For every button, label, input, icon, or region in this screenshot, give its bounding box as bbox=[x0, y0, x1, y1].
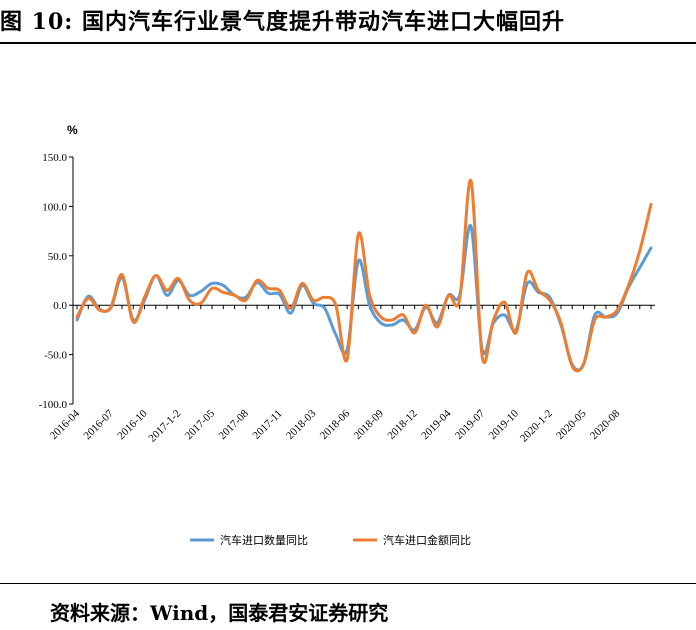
y-tick-label: 0.0 bbox=[53, 300, 67, 312]
x-tick-label: 2019-07 bbox=[453, 407, 488, 442]
x-tick-label: 2016-07 bbox=[81, 407, 116, 442]
x-tick-label: 2017-1-2 bbox=[146, 408, 183, 445]
title-rule bbox=[0, 42, 696, 44]
y-axis-unit: % bbox=[67, 123, 78, 137]
x-tick-label: 2020-1-2 bbox=[518, 408, 555, 445]
y-tick-label: 50.0 bbox=[48, 251, 68, 263]
source-note: 资料来源：Wind，国泰君安证券研究 bbox=[50, 601, 389, 625]
x-tick-label: 2017-11 bbox=[251, 408, 285, 442]
y-tick-label: -50.0 bbox=[44, 350, 67, 362]
legend-label: 汽车进口金额同比 bbox=[383, 533, 471, 547]
x-tick-label: 2017-08 bbox=[217, 407, 252, 442]
series-lines bbox=[75, 179, 653, 373]
figure-title: 图 10: 国内汽车行业景气度提升带动汽车进口大幅回升 bbox=[0, 9, 566, 35]
series-line-value bbox=[75, 179, 653, 373]
x-tick-label: 2018-09 bbox=[352, 407, 387, 442]
y-tick-label: 100.0 bbox=[42, 201, 67, 213]
y-tick-label: -100.0 bbox=[39, 399, 68, 411]
legend: 汽车进口数量同比 汽车进口金额同比 bbox=[190, 533, 471, 547]
source-rule bbox=[0, 583, 696, 584]
y-tick-label: 150.0 bbox=[42, 152, 67, 164]
x-tick-label: 2018-12 bbox=[385, 408, 419, 442]
x-tick-label: 2018-03 bbox=[284, 407, 319, 442]
x-tick-label: 2016-04 bbox=[48, 407, 83, 442]
x-tick-label: 2018-06 bbox=[318, 407, 353, 442]
x-tick-label: 2019-10 bbox=[487, 407, 522, 442]
x-tick-label: 2019-04 bbox=[419, 407, 454, 442]
legend-label: 汽车进口数量同比 bbox=[220, 533, 308, 547]
x-tick-label: 2020-05 bbox=[554, 407, 589, 442]
x-tick-label: 2020-08 bbox=[588, 407, 623, 442]
x-tick-label: 2016-10 bbox=[115, 407, 150, 442]
x-tick-label: 2017-05 bbox=[183, 407, 218, 442]
y-axis: 150.0 100.0 50.0 0.0 -50.0 -100.0 bbox=[39, 152, 74, 411]
